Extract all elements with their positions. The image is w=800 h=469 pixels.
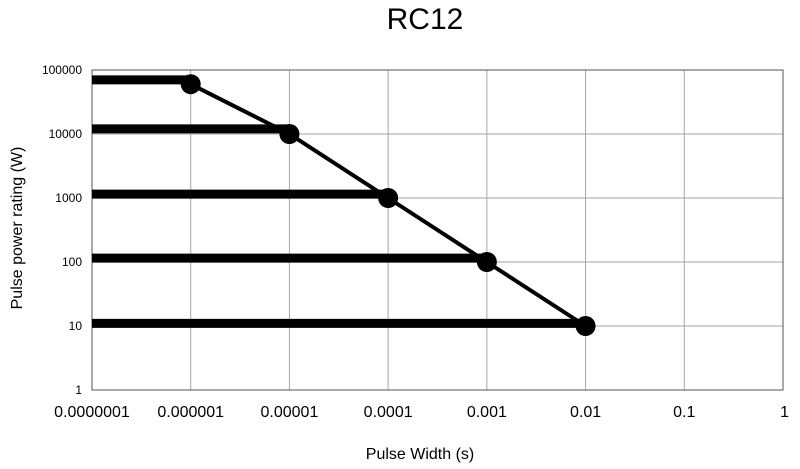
x-tick-labels: 0.0000001 0.000001 0.00001 0.0001 0.001 0.01 0… xyxy=(54,404,789,421)
horizontal-bars xyxy=(92,75,586,328)
data-point xyxy=(575,316,596,336)
data-point xyxy=(378,188,399,208)
x-tick-label: 0.000001 xyxy=(157,404,224,421)
y-tick-label: 100000 xyxy=(42,63,82,77)
data-point xyxy=(279,124,300,144)
series-group xyxy=(180,74,596,336)
data-point xyxy=(180,74,201,95)
x-tick-label: 0.1 xyxy=(673,404,695,421)
data-point xyxy=(476,252,497,272)
x-tick-label: 1 xyxy=(780,404,789,421)
y-tick-label: 10000 xyxy=(49,127,83,141)
x-tick-label: 0.0000001 xyxy=(54,404,130,421)
x-tick-label: 0.0001 xyxy=(364,404,413,421)
x-tick-label: 0.01 xyxy=(570,404,601,421)
x-tick-label: 0.00001 xyxy=(261,404,319,421)
plot-area-frame xyxy=(91,69,784,391)
y-tick-label: 10 xyxy=(69,319,83,333)
y-tick-label: 100 xyxy=(62,255,82,269)
y-axis-label: Pulse power rating (W) xyxy=(9,147,26,310)
chart-title: RC12 xyxy=(387,3,464,36)
x-tick-label: 0.001 xyxy=(467,404,507,421)
y-tick-label: 1 xyxy=(75,383,82,397)
x-axis-label: Pulse Width (s) xyxy=(366,446,474,463)
y-tick-labels: 1 10 100 1000 10000 100000 xyxy=(42,63,82,397)
y-tick-label: 1000 xyxy=(55,191,82,205)
